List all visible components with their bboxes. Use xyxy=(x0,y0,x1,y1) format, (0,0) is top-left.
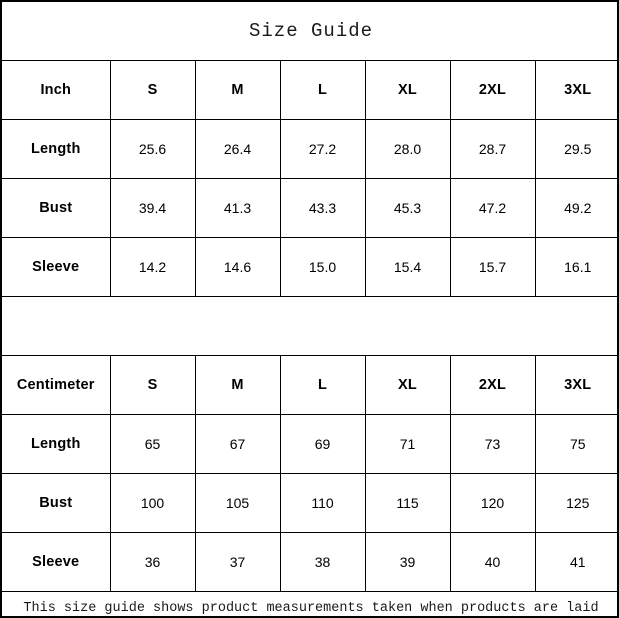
page-title: Size Guide xyxy=(2,2,617,61)
inch-size-header-xl: XL xyxy=(364,60,450,120)
cm-row-label-sleeve: Sleeve xyxy=(2,532,110,592)
cm-bust-m: 105 xyxy=(194,473,280,533)
inch-sleeve-xl: 15.4 xyxy=(364,237,450,297)
cm-bust-2xl: 120 xyxy=(449,473,535,533)
centimeter-unit-label: Centimeter xyxy=(2,355,110,415)
table-row: Sleeve 14.2 14.6 15.0 15.4 15.7 16.1 xyxy=(2,237,617,297)
inch-header-row: Inch S M L XL 2XL 3XL xyxy=(2,60,617,120)
cm-row-label-length: Length xyxy=(2,414,110,474)
inch-length-s: 25.6 xyxy=(109,119,195,179)
inch-length-2xl: 28.7 xyxy=(449,119,535,179)
cm-bust-l: 110 xyxy=(279,473,365,533)
table-spacer-row xyxy=(2,296,617,356)
inch-sleeve-l: 15.0 xyxy=(279,237,365,297)
cm-sleeve-3xl: 41 xyxy=(534,532,617,592)
title-row: Size Guide xyxy=(2,2,617,61)
table-row: Length 65 67 69 71 73 75 xyxy=(2,414,617,474)
inch-sleeve-3xl: 16.1 xyxy=(534,237,617,297)
cm-bust-3xl: 125 xyxy=(534,473,617,533)
spacer-cell xyxy=(2,296,617,356)
inch-unit-label: Inch xyxy=(2,60,110,120)
table-row: Bust 100 105 110 115 120 125 xyxy=(2,473,617,533)
inch-row-label-sleeve: Sleeve xyxy=(2,237,110,297)
inch-bust-m: 41.3 xyxy=(194,178,280,238)
inch-length-l: 27.2 xyxy=(279,119,365,179)
cm-size-header-3xl: 3XL xyxy=(534,355,617,415)
inch-length-m: 26.4 xyxy=(194,119,280,179)
cm-sleeve-l: 38 xyxy=(279,532,365,592)
inch-row-label-bust: Bust xyxy=(2,178,110,238)
cm-sleeve-m: 37 xyxy=(194,532,280,592)
cm-size-header-s: S xyxy=(109,355,195,415)
cm-bust-xl: 115 xyxy=(364,473,450,533)
inch-sleeve-2xl: 15.7 xyxy=(449,237,535,297)
cm-size-header-l: L xyxy=(279,355,365,415)
cm-length-m: 67 xyxy=(194,414,280,474)
inch-bust-3xl: 49.2 xyxy=(534,178,617,238)
inch-row-label-length: Length xyxy=(2,119,110,179)
inch-sleeve-s: 14.2 xyxy=(109,237,195,297)
inch-length-3xl: 29.5 xyxy=(534,119,617,179)
cm-sleeve-xl: 39 xyxy=(364,532,450,592)
cm-length-l: 69 xyxy=(279,414,365,474)
footnote-row: This size guide shows product measuremen… xyxy=(2,592,617,617)
cm-length-s: 65 xyxy=(109,414,195,474)
inch-size-header-3xl: 3XL xyxy=(534,60,617,120)
inch-bust-2xl: 47.2 xyxy=(449,178,535,238)
table-row: Sleeve 36 37 38 39 40 41 xyxy=(2,532,617,592)
inch-size-header-s: S xyxy=(109,60,195,120)
inch-sleeve-m: 14.6 xyxy=(194,237,280,297)
cm-size-header-m: M xyxy=(194,355,280,415)
cm-length-2xl: 73 xyxy=(449,414,535,474)
cm-sleeve-2xl: 40 xyxy=(449,532,535,592)
cm-size-header-2xl: 2XL xyxy=(449,355,535,415)
inch-bust-xl: 45.3 xyxy=(364,178,450,238)
table-row: Bust 39.4 41.3 43.3 45.3 47.2 49.2 xyxy=(2,178,617,238)
footnote-text: This size guide shows product measuremen… xyxy=(23,601,599,617)
cm-length-xl: 71 xyxy=(364,414,450,474)
table-row: Length 25.6 26.4 27.2 28.0 28.7 29.5 xyxy=(2,119,617,179)
cm-length-3xl: 75 xyxy=(534,414,617,474)
inch-size-header-l: L xyxy=(279,60,365,120)
cm-size-header-xl: XL xyxy=(364,355,450,415)
inch-size-header-2xl: 2XL xyxy=(449,60,535,120)
cm-bust-s: 100 xyxy=(109,473,195,533)
cm-row-label-bust: Bust xyxy=(2,473,110,533)
cm-sleeve-s: 36 xyxy=(109,532,195,592)
inch-bust-s: 39.4 xyxy=(109,178,195,238)
centimeter-header-row: Centimeter S M L XL 2XL 3XL xyxy=(2,355,617,415)
inch-size-header-m: M xyxy=(194,60,280,120)
inch-bust-l: 43.3 xyxy=(279,178,365,238)
inch-length-xl: 28.0 xyxy=(364,119,450,179)
